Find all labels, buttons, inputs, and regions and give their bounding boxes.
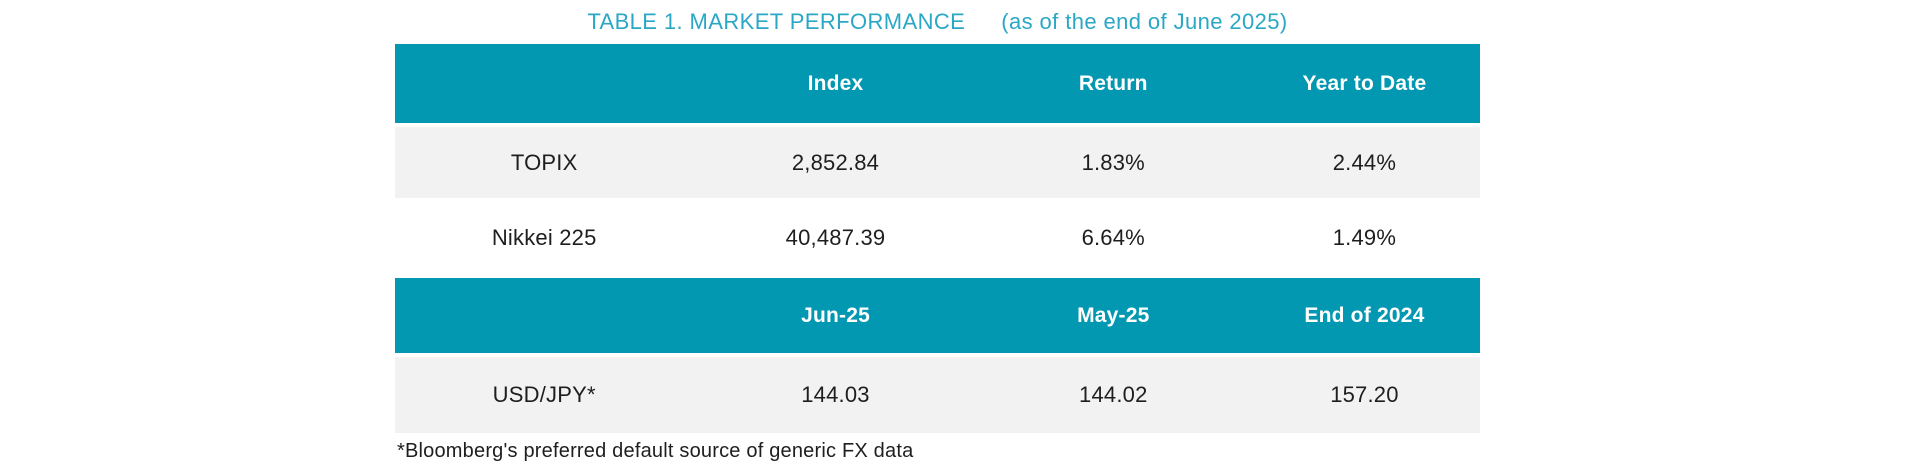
topix-index-value: 2,852.84 <box>791 149 880 175</box>
row-label-topix: TOPIX <box>510 149 578 175</box>
table-title-main: TABLE 1. MARKET PERFORMANCE <box>587 9 966 34</box>
header-cell-index: Index <box>807 71 864 95</box>
row-label-nikkei: Nikkei 225 <box>491 225 597 250</box>
nikkei-index-value: 40,487.39 <box>785 225 886 250</box>
index-header-row: Index Return Year to Date <box>395 44 1480 123</box>
usdjpy-end2024-value: 157.20 <box>1330 382 1399 407</box>
topix-ytd-value: 2.44% <box>1332 149 1397 175</box>
header-cell-may25: May-25 <box>1077 303 1150 327</box>
usdjpy-jun25-value: 144.03 <box>801 382 870 407</box>
table-row-nikkei: Nikkei 225 40,487.39 6.64% 1.49% <box>395 198 1480 278</box>
header-cell-jun25: Jun-25 <box>801 303 870 327</box>
table-title: TABLE 1. MARKET PERFORMANCE (as of the en… <box>395 8 1480 35</box>
market-performance-table: Index Return Year to Date TOPIX 2,852.84… <box>395 44 1480 433</box>
nikkei-ytd-value: 1.49% <box>1332 225 1397 250</box>
usdjpy-may25-value: 144.02 <box>1079 382 1148 407</box>
header-cell-return: Return <box>1078 71 1148 95</box>
header-cell-year-to-date: Year to Date <box>1302 71 1427 95</box>
table-row-usdjpy: USD/JPY* 144.03 144.02 157.20 <box>395 357 1480 433</box>
nikkei-return-value: 6.64% <box>1081 225 1145 250</box>
table-row-topix: TOPIX 2,852.84 1.83% 2.44% <box>395 127 1480 198</box>
table-title-suffix: (as of the end of June 2025) <box>1001 9 1288 34</box>
row-divider <box>395 353 1480 357</box>
header-cell-end-of-2024: End of 2024 <box>1304 303 1425 327</box>
topix-return-value: 1.83% <box>1081 149 1145 175</box>
fx-header-row: Jun-25 May-25 End of 2024 <box>395 278 1480 353</box>
row-divider <box>395 123 1480 127</box>
row-label-usdjpy: USD/JPY* <box>492 382 596 407</box>
footnote: *Bloomberg's preferred default source of… <box>397 440 914 462</box>
